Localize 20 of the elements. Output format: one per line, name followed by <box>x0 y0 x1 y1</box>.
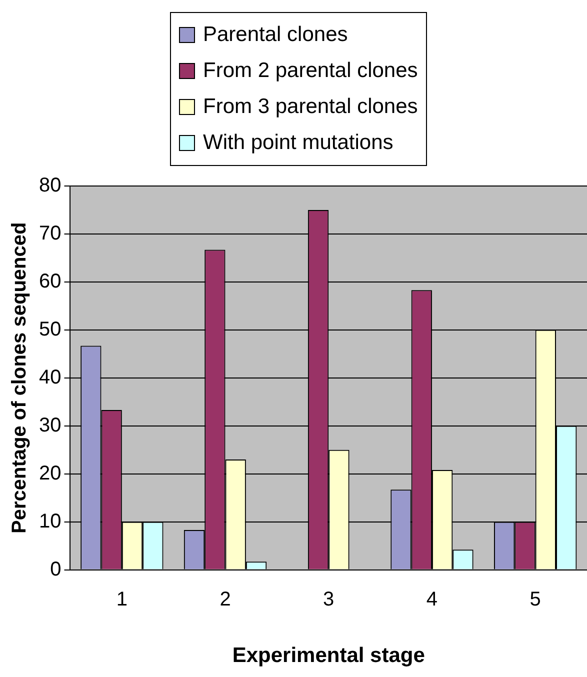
x-tick-label: 1 <box>116 588 128 610</box>
x-tick-label: 4 <box>426 588 438 610</box>
y-tick-label: 70 <box>38 222 62 244</box>
y-tick-label: 0 <box>50 558 62 580</box>
legend-label: With point mutations <box>203 131 394 155</box>
y-tick-label: 20 <box>38 462 62 484</box>
legend-label: From 3 parental clones <box>203 95 418 119</box>
x-tick-label: 2 <box>220 588 231 610</box>
y-tick-label: 10 <box>38 510 62 532</box>
y-tick-label: 50 <box>38 318 62 340</box>
x-axis-title: Experimental stage <box>232 644 425 668</box>
x-tick-label: 3 <box>323 588 334 610</box>
y-tick-label: 80 <box>38 174 62 197</box>
legend-label: Parental clones <box>203 23 348 47</box>
y-tick-label: 60 <box>38 270 62 292</box>
legend-label: From 2 parental clones <box>203 59 418 83</box>
y-axis-title: Percentage of clones sequenced <box>8 222 31 534</box>
y-tick-label: 30 <box>38 414 62 436</box>
x-tick-label: 5 <box>530 588 541 610</box>
y-tick-label: 40 <box>38 366 62 388</box>
